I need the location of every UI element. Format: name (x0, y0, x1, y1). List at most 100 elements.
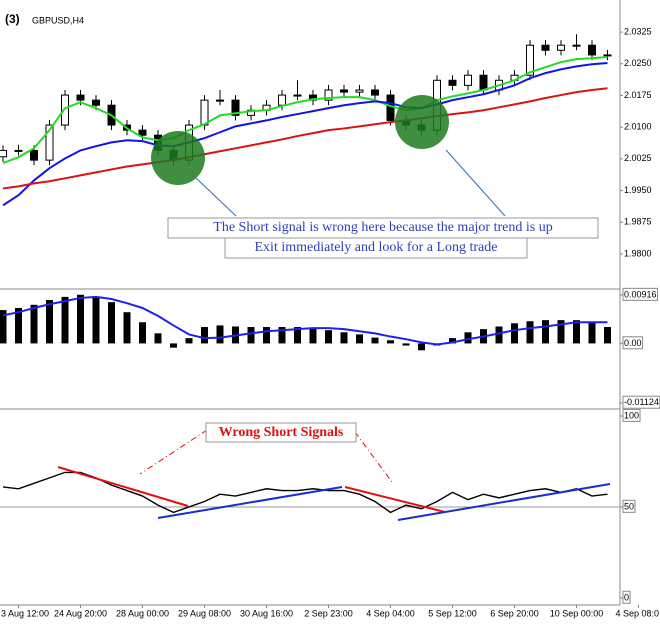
annotation: Wrong Short Signals (219, 425, 344, 440)
y-tick-label: 2.0100 (624, 122, 652, 132)
histogram-bar (263, 327, 270, 344)
line (2, 56, 608, 165)
histogram-bar (449, 338, 456, 344)
x-tick-label: 2 Sep 23:00 (304, 608, 353, 618)
annotation: Exit immediately and look for a Long tra… (255, 240, 498, 255)
y-tick-label: 1.9875 (624, 217, 652, 227)
x-tick-label: 6 Sep 20:00 (490, 608, 539, 618)
x-tick-label: 28 Aug 00:00 (116, 608, 169, 618)
x-tick-label: 29 Aug 08:00 (178, 608, 231, 618)
histogram-bar (557, 320, 565, 344)
histogram-bar (61, 296, 69, 344)
histogram-bar (294, 327, 301, 344)
signal-circle (395, 95, 449, 149)
candle-body (231, 99, 240, 116)
histogram-bar (92, 296, 100, 344)
x-tick-label: 30 Aug 16:00 (240, 608, 293, 618)
y-tick-label: 0.00916 (624, 289, 657, 299)
trend-line (57, 466, 189, 507)
histogram-bar (108, 302, 115, 344)
histogram-bar (604, 327, 611, 344)
histogram-bar (30, 304, 38, 344)
signal-circle (151, 131, 205, 185)
histogram-bar (46, 300, 53, 344)
y-tick-label: 2.0025 (624, 153, 652, 163)
candle-body (61, 94, 69, 126)
panel-label: (3) (5, 12, 20, 26)
tick-box (622, 499, 636, 513)
histogram-bar (278, 327, 286, 344)
chart-title: GBPUSD,H4 (32, 15, 84, 25)
histogram-bar (247, 327, 255, 344)
histogram-bar (216, 325, 224, 344)
histogram-bar (542, 320, 549, 344)
y-tick-label: 1.9800 (624, 248, 652, 258)
y-tick-label: -0.01124 (624, 397, 659, 407)
trend-line (397, 483, 611, 521)
candle-body (278, 94, 286, 106)
plot-area (0, 31, 639, 608)
histogram-bar (387, 340, 394, 344)
histogram-bar (123, 312, 131, 344)
y-tick-label: 50 (624, 501, 634, 511)
trend-line (344, 486, 446, 513)
candle-body (200, 99, 209, 126)
histogram-bar (325, 330, 332, 344)
candle-body (557, 44, 565, 51)
histogram-bar (573, 320, 580, 344)
candle-body (92, 99, 100, 106)
tick-box (622, 287, 659, 301)
histogram-bar (402, 343, 410, 346)
y-tick-label: 100 (624, 410, 639, 420)
y-tick-label: 2.0325 (624, 26, 652, 36)
histogram-bar (495, 326, 503, 344)
x-tick-label: 4 Sep 04:00 (366, 608, 415, 618)
candle-body (76, 94, 85, 101)
tick-box (622, 336, 644, 350)
note-box (205, 422, 357, 443)
y-tick-label: 2.0250 (624, 58, 652, 68)
pointer-line (139, 429, 208, 475)
candle-body (479, 74, 488, 91)
histogram-bar (309, 328, 317, 344)
tick-box (622, 590, 631, 604)
pointer-line (354, 431, 393, 483)
x-tick-label: 4 Sep 08:0 (615, 608, 659, 618)
histogram-bar (0, 310, 7, 344)
histogram-bar (511, 323, 518, 344)
candle-body (138, 129, 147, 136)
candle-body (464, 74, 472, 86)
histogram-bar (588, 322, 596, 344)
pointer-line (445, 149, 506, 217)
candle-body (588, 44, 596, 56)
candle-body (572, 44, 581, 47)
histogram-bar (526, 321, 534, 344)
candle-body (30, 149, 38, 161)
x-tick-label: 5 Sep 12:00 (428, 608, 477, 618)
candle-body (0, 149, 7, 158)
candle-body (355, 89, 364, 93)
x-tick-label: 3 Aug 12:00 (1, 608, 49, 618)
y-tick-label: 1.9950 (624, 185, 652, 195)
candle-body (324, 89, 333, 101)
tick-box (622, 408, 641, 422)
candle-body (541, 44, 550, 51)
histogram-bar (201, 327, 208, 344)
candle-body (448, 79, 457, 86)
x-tick-label: 24 Aug 20:00 (54, 608, 107, 618)
trend-line (157, 486, 343, 519)
x-tick-label: 10 Sep 00:00 (550, 608, 604, 618)
histogram-bar (356, 334, 363, 344)
candle-body (603, 54, 612, 57)
y-tick-label: 0.00 (624, 338, 642, 348)
histogram-bar (464, 332, 472, 344)
histogram-bar (139, 322, 146, 344)
note-box (224, 237, 528, 259)
candle-body (340, 89, 348, 93)
annotation: The Short signal is wrong here because t… (213, 220, 552, 235)
pointer-line (195, 177, 237, 217)
candle-body (216, 99, 224, 102)
candle-body (526, 44, 534, 76)
candle-body (293, 94, 302, 97)
